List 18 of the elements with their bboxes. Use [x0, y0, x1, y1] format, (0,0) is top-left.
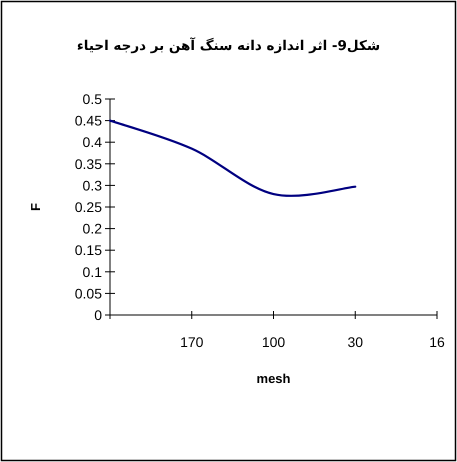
y-tick-label: 0.2 — [82, 220, 102, 237]
y-tick-label: 0 — [94, 307, 102, 323]
x-tick-label: 30 — [347, 334, 364, 350]
chart-title: شکل9- اثر اندازه دانه سنگ آهن بر درجه احیاء — [76, 37, 380, 54]
y-tick-label: 0.15 — [74, 242, 102, 258]
y-tick-label: 0.1 — [82, 264, 102, 280]
x-tick-label: 100 — [262, 334, 286, 350]
y-tick-label: 0.25 — [74, 199, 102, 215]
y-tick-label: 0.35 — [74, 156, 102, 172]
y-tick-label: 0.05 — [74, 285, 102, 302]
y-tick-label: 0.5 — [82, 91, 102, 107]
y-axis-title: F — [28, 202, 43, 211]
y-tick-label: 0.3 — [82, 177, 102, 194]
x-tick-label: 170 — [180, 334, 204, 350]
x-tick-label: 16 — [429, 334, 445, 350]
x-axis-title: mesh — [256, 371, 291, 386]
y-tick-label: 0.45 — [74, 112, 102, 129]
y-tick-label: 0.4 — [82, 134, 102, 150]
